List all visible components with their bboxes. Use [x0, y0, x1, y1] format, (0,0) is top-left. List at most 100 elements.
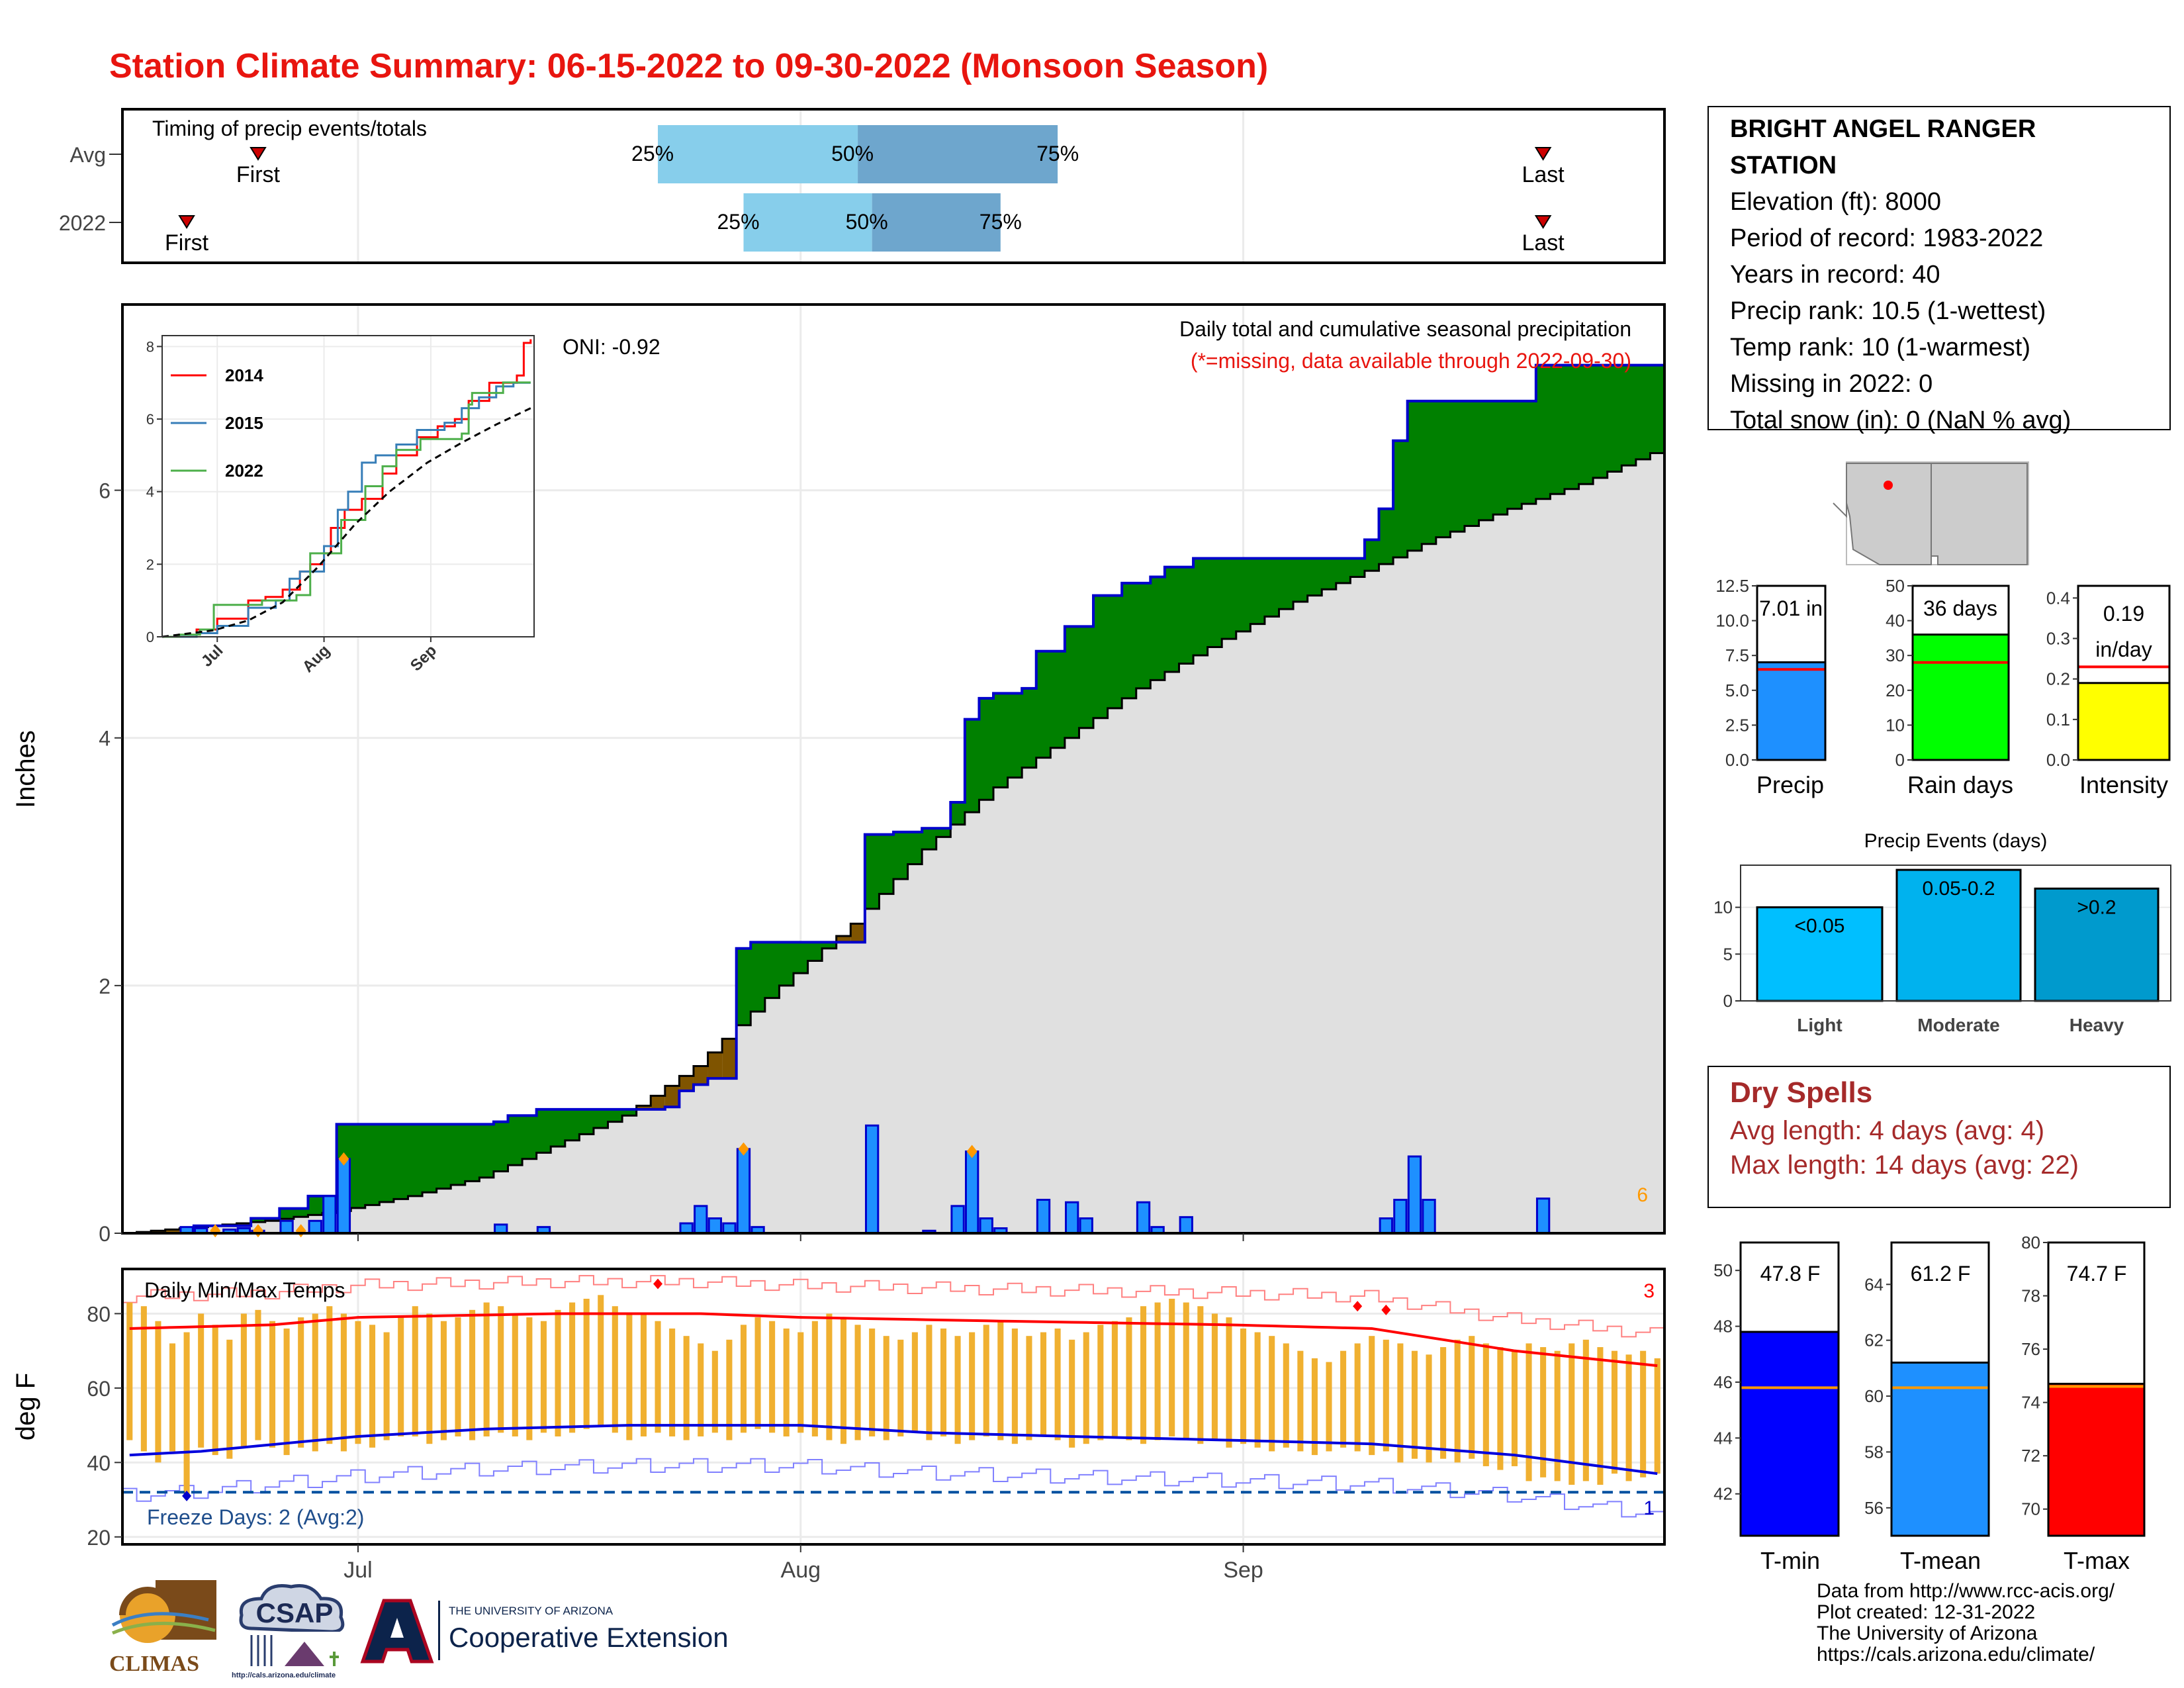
temp-y-tick-label: 80	[87, 1302, 111, 1326]
daily-temp-bar	[1511, 1350, 1518, 1466]
daily-temp-bar	[126, 1302, 133, 1440]
avg-cumulative-area	[422, 1192, 437, 1233]
avg-cumulative-area	[764, 998, 780, 1233]
temp-summary-bar-t-min	[1739, 1331, 1840, 1537]
daily-precip-bar	[964, 1150, 979, 1235]
daily-temp-bar	[1354, 1343, 1361, 1452]
inset-y-tick-label: 4	[146, 484, 154, 500]
surplus-area	[879, 834, 894, 894]
daily-temp-bar	[1569, 1343, 1575, 1485]
ua-small-text: THE UNIVERSITY OF ARIZONA	[449, 1605, 614, 1617]
daily-precip-bar	[1407, 1155, 1422, 1235]
daily-temp-bar	[612, 1306, 618, 1433]
daily-temp-bar	[198, 1313, 205, 1448]
daily-temp-bar	[1554, 1350, 1561, 1481]
daily-precip-bar	[322, 1195, 337, 1235]
avg-cumulative-area	[1650, 453, 1665, 1233]
surplus-area	[964, 719, 980, 812]
daily-precip-bar	[679, 1222, 694, 1235]
daily-precip-bar	[736, 1148, 751, 1235]
dry-spells-box: Dry Spells Avg length: 4 days (avg: 4) M…	[1707, 1066, 2171, 1208]
avg-cumulative-area	[522, 1158, 537, 1233]
summary-y-tick-label: 0.3	[2046, 629, 2070, 649]
surplus-area	[536, 1109, 551, 1153]
avg-cumulative-area	[936, 837, 951, 1233]
temp-summary-y-tick-label: 48	[1713, 1317, 1733, 1336]
surplus-area	[436, 1124, 451, 1189]
surplus-area	[1393, 440, 1408, 557]
avg-cumulative-area	[807, 961, 823, 1233]
surplus-area	[1422, 400, 1437, 544]
timing-first-label: First	[165, 230, 209, 256]
surplus-area	[408, 1124, 423, 1196]
precip-y-tick-label: 6	[99, 479, 111, 503]
dry-spells-title: Dry Spells	[1730, 1076, 1873, 1109]
temp-summary-y-tick-label: 64	[1864, 1274, 1884, 1294]
station-location-marker	[1884, 481, 1893, 490]
station-snow: Total snow (in): 0 (NaN % avg)	[1730, 406, 2071, 434]
daily-temp-bar	[1297, 1350, 1304, 1452]
temp-summary-y-tick-label: 62	[1864, 1331, 1884, 1350]
surplus-area	[1079, 626, 1094, 728]
avg-cumulative-area	[1293, 601, 1308, 1233]
avg-cumulative-area	[1479, 520, 1494, 1233]
avg-cumulative-area	[1336, 583, 1351, 1233]
station-missing: Missing in 2022: 0	[1730, 370, 1933, 398]
inset-line-2015	[162, 381, 531, 638]
temp-summary-y-tick-label: 72	[2021, 1446, 2040, 1466]
daily-precip-bar	[864, 1124, 880, 1235]
temp-y-tick-label: 20	[87, 1526, 111, 1550]
avg-cumulative-area	[1564, 489, 1580, 1234]
daily-temp-bar	[840, 1317, 847, 1444]
ua-divider	[438, 1601, 440, 1660]
daily-temp-bar	[398, 1317, 404, 1436]
daily-precip-bar	[1136, 1201, 1151, 1235]
daily-temp-bar	[269, 1321, 276, 1448]
surplus-area	[1650, 365, 1665, 453]
events-category-label: Light	[1797, 1015, 1842, 1035]
avg-cumulative-area	[893, 878, 909, 1233]
surplus-area	[1036, 651, 1051, 758]
temperature-panel: 20 40 60 80 Jul Aug Sep deg F Daily Min/Max Temp…	[11, 1268, 1666, 1583]
surplus-area	[936, 828, 951, 837]
surplus-area	[508, 1115, 523, 1166]
csap-logo-text: CSAP	[255, 1597, 334, 1628]
avg-cumulative-area	[693, 1066, 709, 1233]
surplus-area	[522, 1115, 537, 1159]
daily-temp-bar	[426, 1313, 433, 1444]
avg-cumulative-area	[1250, 624, 1265, 1233]
daily-temp-bar	[740, 1325, 747, 1433]
timing-bar-q50-q75	[858, 125, 1058, 183]
temp-summary-y-tick-label: 44	[1713, 1428, 1733, 1448]
temp-summary-y-tick-label: 80	[2021, 1233, 2040, 1252]
daily-temp-bar	[1654, 1358, 1661, 1474]
surplus-area	[1493, 400, 1508, 515]
daily-precip-bar	[1379, 1217, 1393, 1235]
temp-frame	[121, 1268, 1666, 1546]
avg-cumulative-area	[1279, 609, 1294, 1233]
temp-x-tick-label: Sep	[1223, 1558, 1263, 1583]
surplus-area	[822, 942, 837, 949]
summary-y-tick-label: 10.0	[1715, 611, 1749, 631]
avg-cumulative-line	[122, 451, 1664, 1235]
avg-cumulative-area	[1635, 459, 1651, 1234]
temp-summary-frame	[2047, 1241, 2146, 1537]
avg-cumulative-area	[1422, 543, 1437, 1234]
avg-cumulative-area	[1464, 526, 1480, 1233]
climas-logo-text: CLIMAS	[109, 1652, 200, 1676]
avg-cumulative-area	[608, 1121, 623, 1233]
daily-precip-bar	[694, 1205, 708, 1235]
avg-cumulative-area	[1136, 688, 1151, 1233]
events-y-tick-label: 10	[1713, 898, 1733, 917]
inset-y-tick-label: 6	[146, 411, 154, 428]
temp-summary-y-tick-label: 78	[2021, 1286, 2040, 1306]
daily-temp-bar	[312, 1313, 318, 1452]
daily-temp-bar	[711, 1350, 718, 1433]
climas-logo-mark	[111, 1580, 216, 1643]
deficit-area	[636, 1105, 651, 1109]
timing-row-label: Avg	[69, 143, 106, 167]
temp-x-tick-label: Jul	[343, 1558, 372, 1583]
deficit-area	[850, 923, 866, 943]
avg-cumulative-area	[1179, 663, 1194, 1233]
avg-cumulative-area	[1578, 484, 1594, 1234]
